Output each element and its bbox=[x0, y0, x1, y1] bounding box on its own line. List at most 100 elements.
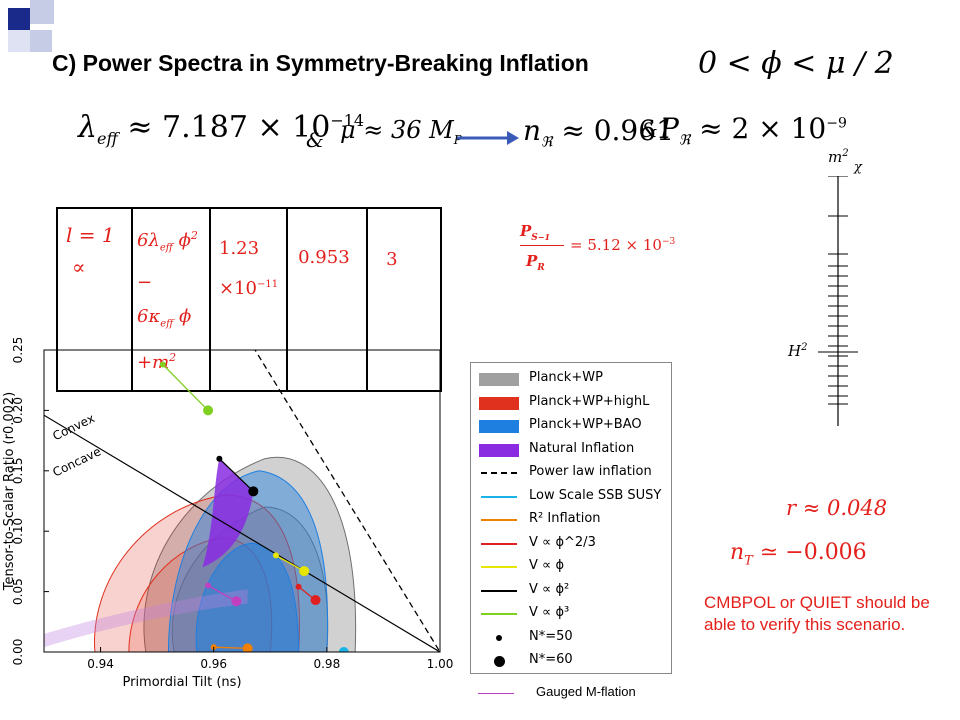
title-condition: 0 < ϕ < μ / 2 bbox=[698, 46, 894, 81]
legend-swatch bbox=[479, 373, 519, 386]
nt-sub: T bbox=[744, 553, 753, 569]
mu-equation: μ ≈ 36 MP bbox=[340, 116, 462, 147]
legend-line bbox=[481, 519, 517, 521]
ratio-exp: −3 bbox=[661, 237, 676, 247]
arrow-icon bbox=[457, 131, 519, 145]
legend-dot bbox=[493, 655, 505, 667]
potential-sub-1: eff bbox=[159, 242, 173, 254]
legend-label: Planck+WP bbox=[529, 370, 603, 385]
mu-sub: P bbox=[453, 132, 462, 147]
y-tick-label: 0.10 bbox=[11, 518, 25, 545]
legend-label: V ∝ ϕ bbox=[529, 558, 565, 573]
lambda-sub: eff bbox=[97, 129, 118, 148]
series-point-n60-0 bbox=[203, 405, 214, 416]
mu-value: μ ≈ 36 M bbox=[340, 116, 454, 144]
ns-r-chart: 0.94 0.96 0.98 1.00 0.00 0.05 0.10 0.15 0.20 0.25… bbox=[2, 338, 454, 690]
series-point-n60-6 bbox=[231, 596, 242, 607]
nt-symbol: n bbox=[730, 540, 745, 565]
y-tick-label: 0.20 bbox=[11, 397, 25, 424]
legend-item: V ∝ ϕ² bbox=[479, 581, 669, 601]
series-point-n60-3 bbox=[310, 595, 321, 606]
lambda-value: ≈ 7.187 × 10 bbox=[127, 110, 331, 145]
series-point-n50-6 bbox=[205, 582, 212, 589]
legend-label: Power law inflation bbox=[529, 464, 652, 479]
legend-label: N*=50 bbox=[529, 628, 573, 644]
ns-symbol: n bbox=[523, 114, 542, 147]
p-equation: Pℜ ≈ 2 × 10−9 bbox=[660, 112, 847, 149]
ratio-numerator: PS−1 bbox=[520, 222, 550, 243]
y-axis-label: Tensor-to-Scalar Ratio (r0.002) bbox=[2, 392, 17, 592]
table-cell-n: 3 bbox=[366, 206, 443, 393]
x-tick-label: 0.98 bbox=[313, 657, 340, 671]
lambda-symbol: λ bbox=[78, 110, 98, 145]
legend-label: Planck+WP+BAO bbox=[529, 417, 642, 432]
legend-dot bbox=[496, 634, 502, 641]
lambda-exp: −14 bbox=[330, 111, 365, 130]
ratio-num-p: P bbox=[520, 222, 532, 240]
legend-line bbox=[481, 566, 517, 568]
legend-item: V ∝ ϕ^2/3 bbox=[479, 534, 669, 554]
ns-value: ≈ 0.961 bbox=[561, 114, 674, 147]
x-tick-label: 1.00 bbox=[427, 657, 454, 671]
corner-square-dark bbox=[8, 8, 30, 30]
table-cell-ns: 0.953 bbox=[286, 206, 369, 393]
legend-item: N*=50 bbox=[479, 628, 669, 648]
y-tick-label: 0.25 bbox=[11, 338, 25, 363]
legend-item: Planck+WP+BAO bbox=[479, 416, 669, 436]
ratio-value: = 5.12 × 10−3 bbox=[570, 236, 675, 254]
potential-exp-1: 2 bbox=[190, 229, 198, 242]
legend-label: Low Scale SSB SUSY bbox=[529, 487, 662, 503]
legend-line bbox=[481, 589, 517, 592]
chi-label: χ bbox=[854, 160, 862, 175]
potential-sub-2: eff bbox=[160, 318, 174, 330]
m-exp: 2 bbox=[842, 148, 849, 159]
legend-label: V ∝ ϕ³ bbox=[529, 605, 570, 620]
slide-title: C) Power Spectra in Symmetry-Breaking In… bbox=[52, 50, 589, 76]
ratio-fraction-bar bbox=[520, 245, 564, 246]
annotation-convex: Convex bbox=[50, 411, 96, 443]
amp-2: & bbox=[640, 118, 658, 142]
legend-item: Power law inflation bbox=[479, 463, 669, 483]
legend-swatch bbox=[479, 396, 519, 410]
ratio-value-text: = 5.12 × 10 bbox=[570, 236, 662, 254]
legend-item: V ∝ ϕ bbox=[479, 557, 669, 577]
legend-item: R² Inflation bbox=[479, 510, 669, 530]
series-point-n60-2 bbox=[299, 566, 310, 577]
potential-term-2: 6κ bbox=[137, 305, 161, 327]
p-symbol: P bbox=[660, 112, 679, 145]
table-l-value: l = 1 bbox=[66, 223, 115, 247]
series-line-6 bbox=[207, 585, 237, 602]
parameter-equation: λeff ≈ 7.187 × 10−14 bbox=[78, 110, 364, 148]
p-exp: −9 bbox=[826, 115, 847, 132]
ratio-denominator: PR bbox=[526, 252, 545, 273]
conclusion-note: CMBPOL or QUIET should be able to verify… bbox=[704, 593, 930, 634]
ratio-den-p: P bbox=[526, 252, 538, 270]
legend-label: N*=60 bbox=[529, 652, 573, 667]
corner-square-light bbox=[30, 0, 54, 24]
ratio-num-sub: S bbox=[531, 233, 538, 243]
series-point-n60-1 bbox=[248, 486, 259, 497]
legend-swatch bbox=[479, 420, 519, 433]
mass-scale-bottom-label: H2 bbox=[788, 342, 807, 360]
amplitude-mantissa: 1.23 bbox=[219, 238, 260, 259]
corner-square-light bbox=[30, 30, 52, 52]
y-tick-label: 0.15 bbox=[11, 457, 25, 484]
series-point-n50-1 bbox=[216, 455, 223, 462]
legend-item: Planck+WP+highL bbox=[479, 393, 669, 413]
contour-bao-inner bbox=[195, 542, 300, 652]
h-label: H bbox=[788, 342, 802, 360]
legend-label: Planck+WP+highL bbox=[529, 393, 650, 409]
gauged-label: Gauged M-flation bbox=[536, 684, 636, 699]
mass-scale-diagram: m2 χ H2 bbox=[780, 140, 870, 430]
amplitude-exp: −11 bbox=[257, 279, 279, 290]
nt-prediction: nT ≃ −0.006 bbox=[730, 540, 867, 568]
potential-phi-1: ϕ bbox=[172, 230, 191, 251]
region-natural-inflation bbox=[202, 458, 254, 568]
amplitude-base: ×10 bbox=[219, 278, 257, 299]
x-axis-label: Primordial Tilt (ns) bbox=[122, 675, 241, 690]
mass-scale-top-label: m2 bbox=[828, 148, 849, 166]
potential-phi-2: ϕ bbox=[173, 305, 192, 327]
potential-term-1: 6λ bbox=[137, 230, 160, 251]
legend-label: Natural Inflation bbox=[529, 440, 635, 456]
table-ns-value: 0.953 bbox=[298, 247, 350, 268]
